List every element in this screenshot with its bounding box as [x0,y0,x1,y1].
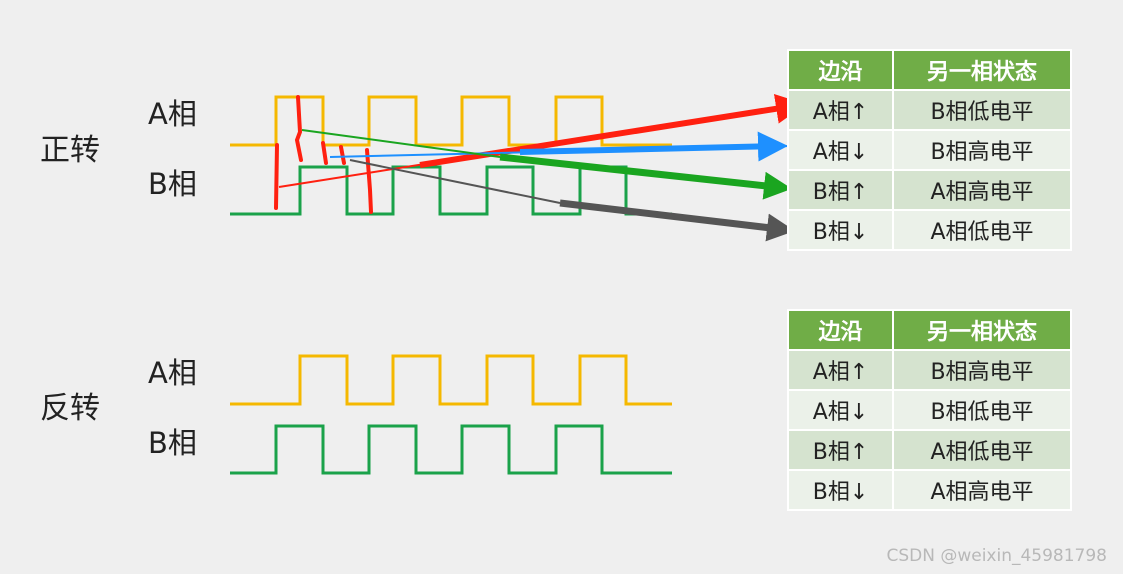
reverse-title: 反转 [40,391,100,426]
forward-phase-a-label: A相 [148,97,197,131]
table-row: A相↑ B相低电平 [787,89,1072,131]
forward-title: 正转 [40,133,100,168]
forward-header-other-phase: 另一相状态 [892,49,1072,91]
edge-cell: A相↓ [787,129,894,171]
edge-cell: B相↓ [787,469,894,511]
table-row: B相↓ A相高电平 [787,469,1072,511]
state-cell: A相高电平 [892,469,1072,511]
reverse-edge-table: 边沿 另一相状态 A相↑ B相高电平 A相↓ B相低电平 B相↑ A相低电平 B… [787,309,1072,511]
state-cell: B相低电平 [892,89,1072,131]
table-row: A相↑ B相高电平 [787,349,1072,391]
edge-cell: B相↑ [787,429,894,471]
edge-cell: B相↑ [787,169,894,211]
table-row: B相↑ A相高电平 [787,169,1072,211]
watermark: CSDN @weixin_45981798 [886,546,1107,566]
arrow-a-fall-head [519,131,788,162]
state-cell: B相高电平 [892,349,1072,391]
state-cell: A相高电平 [892,169,1072,211]
state-cell: A相低电平 [892,209,1072,251]
reverse-header-other-phase: 另一相状态 [892,309,1072,351]
edge-cell: A相↑ [787,89,894,131]
arrow-b-rise-head [499,153,792,200]
table-row: A相↓ B相高电平 [787,129,1072,171]
reverse-header-edge: 边沿 [787,309,894,351]
reverse-phase-a-waveform [230,354,672,406]
edge-cell: A相↓ [787,389,894,431]
forward-phase-a-waveform [230,95,672,147]
arrow-b-fall-head [559,199,795,242]
edge-cell: A相↑ [787,349,894,391]
table-row: A相↓ B相低电平 [787,389,1072,431]
edge-cell: B相↓ [787,209,894,251]
arrow-b-rise [301,129,501,158]
arrow-a-rise-head [419,93,806,168]
arrow-b-fall [349,159,561,204]
table-row: B相↑ A相低电平 [787,429,1072,471]
reverse-phase-a-label: A相 [148,356,197,390]
state-cell: A相低电平 [892,429,1072,471]
reverse-phase-b-label: B相 [148,426,197,460]
forward-phase-b-label: B相 [148,167,197,201]
state-cell: B相高电平 [892,129,1072,171]
forward-edge-table: 边沿 另一相状态 A相↑ B相低电平 A相↓ B相高电平 B相↑ A相高电平 B… [787,49,1072,251]
reverse-phase-b-waveform [230,424,672,475]
state-cell: B相低电平 [892,389,1072,431]
forward-header-edge: 边沿 [787,49,894,91]
table-row: B相↓ A相低电平 [787,209,1072,251]
